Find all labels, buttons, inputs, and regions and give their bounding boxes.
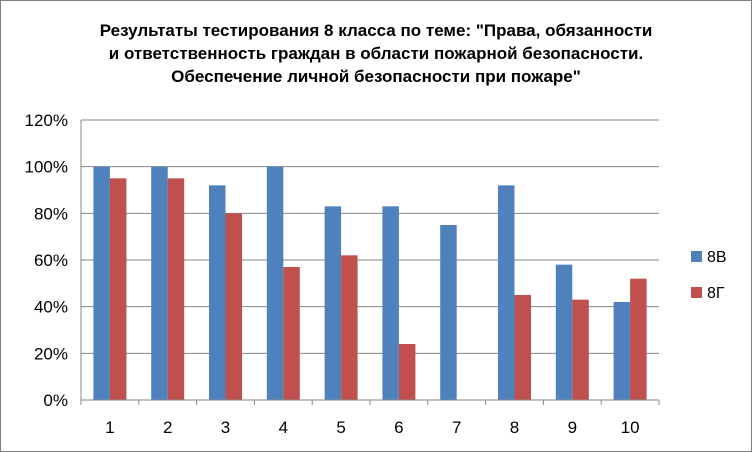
chart-title-line-2: и ответственность граждан в области пожа… xyxy=(108,44,644,63)
chart-title: Результаты тестирования 8 класса по теме… xyxy=(1,19,751,88)
bar xyxy=(613,302,631,400)
x-tick-label: 7 xyxy=(452,418,461,437)
bar xyxy=(341,255,358,400)
bar xyxy=(109,178,127,400)
x-tick-label: 8 xyxy=(510,418,519,437)
chart-title-line-1: Результаты тестирования 8 класса по теме… xyxy=(99,21,653,40)
bar xyxy=(151,166,168,400)
x-tick-label: 10 xyxy=(621,418,640,437)
y-tick-label: 20% xyxy=(34,344,68,363)
legend-label: 8В xyxy=(707,249,727,266)
chart-title-line-3: Обеспечение личной безопасности при пожа… xyxy=(171,67,581,86)
x-tick-label: 4 xyxy=(279,418,288,437)
legend-label: 8Г xyxy=(707,285,725,302)
bar xyxy=(572,299,589,400)
bar xyxy=(209,185,226,400)
y-tick-label: 120% xyxy=(25,111,68,130)
bar xyxy=(498,185,515,400)
axes: 0% 20% 40% 60% 80% 100% 120% 1 2 3 4 5 6 7 8 9 10 xyxy=(25,111,660,437)
y-tick-label: 0% xyxy=(43,391,68,410)
bars xyxy=(93,166,647,400)
bar xyxy=(382,206,399,400)
legend-swatch xyxy=(691,287,702,298)
bar xyxy=(266,166,284,400)
y-tick-label: 40% xyxy=(34,298,68,317)
bar xyxy=(440,225,457,400)
bar xyxy=(167,178,185,400)
legend-swatch xyxy=(691,251,702,262)
x-tick-label: 6 xyxy=(394,418,403,437)
bar xyxy=(93,166,110,400)
bar xyxy=(283,267,300,400)
x-tick-label: 3 xyxy=(221,418,230,437)
x-tick-label: 5 xyxy=(336,418,345,437)
y-tick-label: 80% xyxy=(34,204,68,223)
x-tick-label: 9 xyxy=(568,418,577,437)
bar xyxy=(225,213,242,400)
bar xyxy=(630,278,647,400)
x-tick-label: 1 xyxy=(105,418,114,437)
legend: 8В 8Г xyxy=(691,249,727,302)
y-tick-label: 100% xyxy=(25,158,68,177)
bar xyxy=(555,264,573,400)
bar xyxy=(324,206,342,400)
bar xyxy=(398,344,416,400)
y-tick-label: 60% xyxy=(34,251,68,270)
x-tick-label: 2 xyxy=(163,418,172,437)
bar xyxy=(514,295,531,400)
